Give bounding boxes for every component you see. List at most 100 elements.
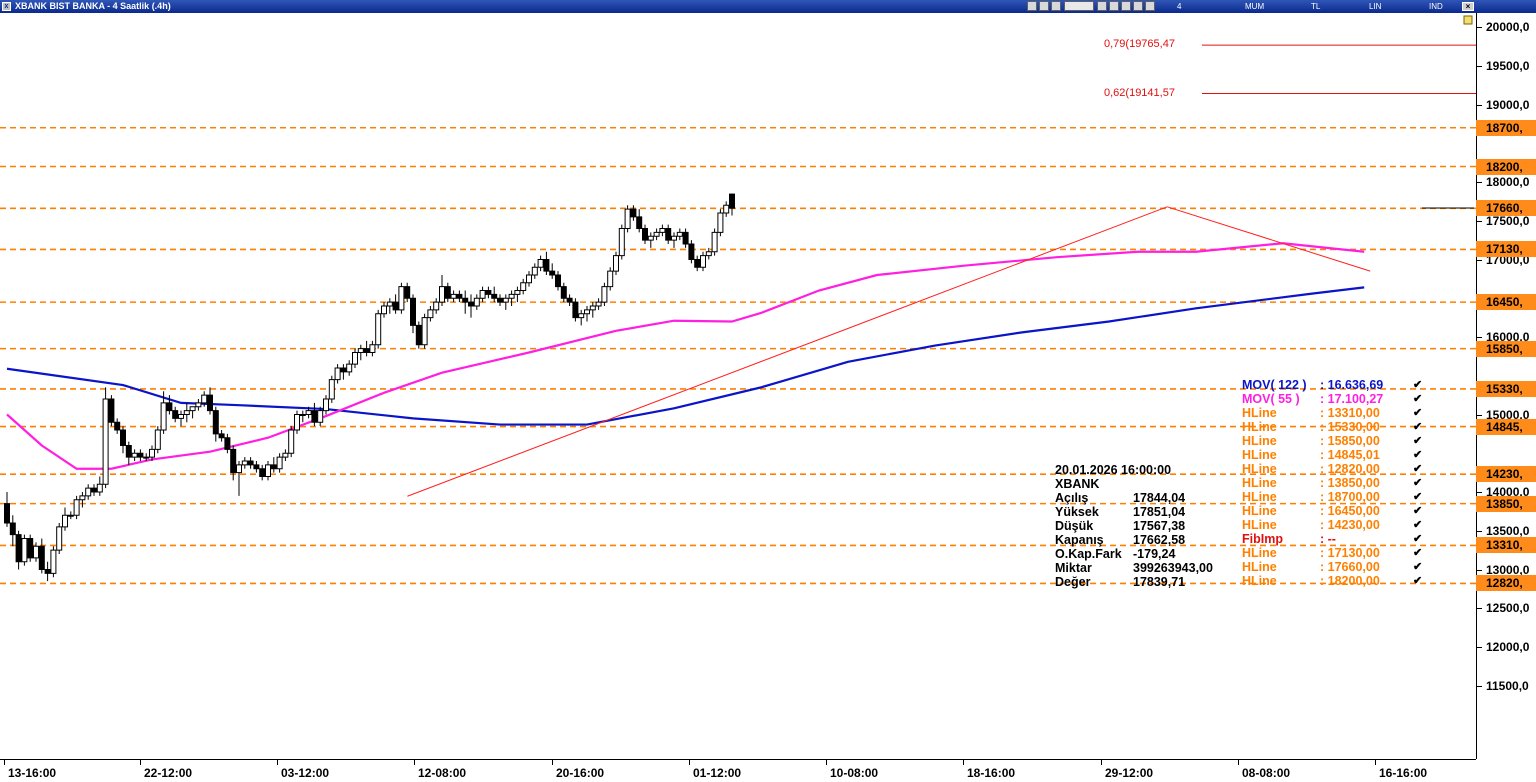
draw-icon[interactable] <box>1121 1 1131 11</box>
check-icon[interactable]: ✔ <box>1413 463 1423 475</box>
check-icon[interactable]: ✔ <box>1413 407 1423 419</box>
candle-body <box>398 286 405 311</box>
symbol-field[interactable] <box>1064 1 1094 11</box>
y-tick-label: 17500,0 <box>1486 213 1530 228</box>
info-key: Kapanış <box>1055 533 1104 547</box>
legend-row[interactable]: MOV( 122 ): 16.636,69 ✔ <box>1242 378 1432 392</box>
indicator-selector[interactable]: IND <box>1429 2 1443 11</box>
pencil-icon[interactable] <box>1133 1 1143 11</box>
candle-body <box>183 410 190 415</box>
candle-body <box>520 282 527 291</box>
check-icon[interactable]: ✔ <box>1413 533 1423 545</box>
currency-selector[interactable]: TL <box>1311 2 1321 11</box>
candle-body <box>613 255 619 272</box>
x-tick-mark <box>140 760 141 765</box>
period-selector[interactable]: 4 Saatlik <box>1177 2 1202 24</box>
hline-group <box>0 126 1476 585</box>
y-tick-mark <box>1477 182 1482 183</box>
candle-body <box>665 228 672 241</box>
grid-icon[interactable] <box>1097 1 1107 11</box>
candle-body <box>595 301 602 307</box>
candle-body <box>624 208 631 229</box>
candle-body <box>456 293 463 299</box>
y-tick-label: 19000,0 <box>1486 97 1530 112</box>
check-icon[interactable]: ✔ <box>1413 505 1423 517</box>
check-icon[interactable]: ✔ <box>1413 491 1423 503</box>
cursor-icon[interactable] <box>1109 1 1119 11</box>
legend-row[interactable]: HLine: 12820,00 ✔ <box>1242 462 1432 476</box>
settings-icon[interactable] <box>1145 1 1155 11</box>
scale-selector[interactable]: LIN <box>1369 2 1382 11</box>
legend-row[interactable]: HLine: 13310,00 ✔ <box>1242 406 1432 420</box>
legend-row[interactable]: HLine: 14230,00 ✔ <box>1242 518 1432 532</box>
candle-body <box>578 313 585 319</box>
candle-body <box>381 305 387 315</box>
window-icon[interactable]: x <box>2 2 11 11</box>
legend-name: HLine <box>1242 490 1277 504</box>
check-icon[interactable]: ✔ <box>1413 547 1423 559</box>
candle-body <box>323 398 329 412</box>
check-icon[interactable]: ✔ <box>1413 575 1423 587</box>
legend-row[interactable]: HLine: 14845,01 ✔ <box>1242 448 1432 462</box>
close-icon[interactable]: × <box>1462 2 1474 11</box>
candle-body <box>79 495 86 501</box>
legend-row[interactable]: HLine: 15330,00 ✔ <box>1242 420 1432 434</box>
candle-body <box>508 293 515 299</box>
info-value: 399263943,00 <box>1133 561 1213 575</box>
price-chart[interactable] <box>0 13 1476 759</box>
legend-value: : 14845,01 <box>1320 448 1380 462</box>
candle-body <box>526 274 532 284</box>
trendline <box>1167 206 1371 272</box>
candle-body <box>717 212 724 233</box>
candle-body <box>479 290 486 299</box>
legend-row[interactable]: HLine: 15850,00 ✔ <box>1242 434 1432 448</box>
legend-row[interactable]: HLine: 18200,00 ✔ <box>1242 574 1432 588</box>
check-icon[interactable]: ✔ <box>1413 519 1423 531</box>
info-symbol: XBANK <box>1055 477 1100 491</box>
legend-name: HLine <box>1242 574 1277 588</box>
trendline <box>407 206 1168 497</box>
legend-name: HLine <box>1242 462 1277 476</box>
candle-body <box>288 429 295 454</box>
y-tick-label: 18000,0 <box>1486 175 1530 189</box>
legend-row[interactable]: HLine: 18700,00 ✔ <box>1242 490 1432 504</box>
legend-row[interactable]: FibImp: -- ✔ <box>1242 532 1432 546</box>
candle-body <box>189 406 196 412</box>
candle-body <box>584 309 590 315</box>
x-axis: 13-16:00 22-12:00 03-12:00 12-08:00 20-16:00… <box>0 759 1476 782</box>
legend-name: HLine <box>1242 560 1277 574</box>
x-tick-label: 12-08:00 <box>418 766 467 780</box>
candle-body <box>265 464 271 477</box>
check-icon[interactable]: ✔ <box>1413 561 1423 573</box>
candle-body <box>618 228 625 257</box>
legend-row[interactable]: MOV( 55 ): 17.100,27 ✔ <box>1242 392 1432 406</box>
candle-body <box>450 293 457 299</box>
candle-body <box>218 433 225 439</box>
check-icon[interactable]: ✔ <box>1413 393 1423 405</box>
layout-icon[interactable] <box>1039 1 1049 11</box>
legend-row[interactable]: HLine: 16450,00 ✔ <box>1242 504 1432 518</box>
check-icon[interactable]: ✔ <box>1413 449 1423 461</box>
info-row: Açılış 17844,04 <box>1055 491 1245 505</box>
legend-row[interactable]: HLine: 17130,00 ✔ <box>1242 546 1432 560</box>
zoom-icon[interactable] <box>1027 1 1037 11</box>
lock-icon[interactable] <box>1463 15 1473 25</box>
legend-row[interactable]: HLine: 17660,00 ✔ <box>1242 560 1432 574</box>
template-icon[interactable] <box>1051 1 1061 11</box>
candle-body <box>514 290 521 295</box>
candle-body <box>305 410 312 415</box>
info-key: O.Kap.Fark <box>1055 547 1122 561</box>
check-icon[interactable]: ✔ <box>1413 435 1423 447</box>
ohlc-info-panel: 20.01.2026 16:00:00 XBANK Açılış 17844,04… <box>1055 463 1245 589</box>
candle-body <box>607 270 614 288</box>
check-icon[interactable]: ✔ <box>1413 477 1423 489</box>
candle-body <box>236 464 242 474</box>
candle-body <box>688 243 695 260</box>
chart-style-selector[interactable]: MUM <box>1245 2 1265 11</box>
candle-body <box>566 297 573 303</box>
y-tick-label: 13500,0 <box>1486 523 1530 538</box>
check-icon[interactable]: ✔ <box>1413 421 1423 433</box>
candle-body <box>694 259 701 268</box>
check-icon[interactable]: ✔ <box>1413 379 1423 391</box>
legend-row[interactable]: HLine: 13850,00 ✔ <box>1242 476 1432 490</box>
